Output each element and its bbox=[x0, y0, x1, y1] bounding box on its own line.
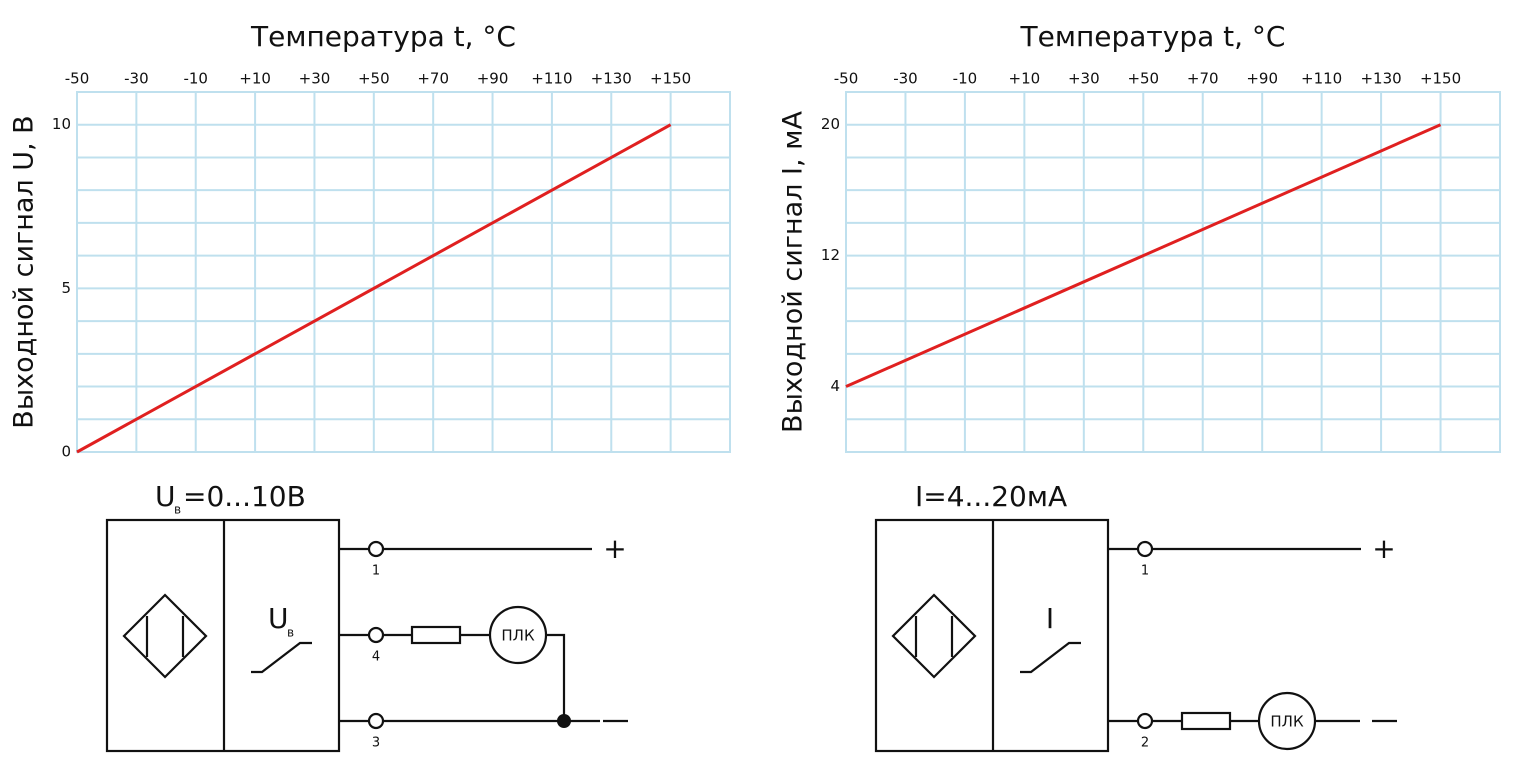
x-tick-label: +50 bbox=[1127, 70, 1159, 88]
wiring-diagram-voltage: U в =0...10В U в ПЛК 1 4 3 + bbox=[105, 480, 628, 753]
terminal bbox=[1136, 712, 1154, 730]
terminal-number: 2 bbox=[1141, 736, 1149, 751]
plc-label: ПЛК bbox=[1270, 713, 1304, 731]
x-tick-label: -50 bbox=[834, 70, 859, 88]
x-tick-label: -30 bbox=[124, 70, 149, 88]
plus-sign: + bbox=[603, 532, 626, 565]
y-tick-label: 12 bbox=[821, 246, 840, 264]
terminal-number: 1 bbox=[372, 564, 380, 579]
switch-label: I bbox=[1046, 602, 1054, 635]
y-tick-label: 4 bbox=[830, 377, 840, 395]
plus-sign: + bbox=[1372, 532, 1395, 565]
diagram-title: =0...10В bbox=[183, 480, 306, 513]
junction bbox=[557, 714, 571, 728]
y-tick-label: 5 bbox=[61, 279, 71, 297]
x-tick-label: -10 bbox=[953, 70, 978, 88]
diagram-title: U bbox=[155, 480, 176, 513]
resistor bbox=[410, 625, 462, 645]
x-tick-label: +110 bbox=[1301, 70, 1342, 88]
chart-title: Температура t, °C bbox=[1020, 20, 1286, 53]
y-tick-label: 20 bbox=[821, 115, 840, 133]
wire bbox=[546, 633, 566, 721]
x-tick-label: +90 bbox=[1246, 70, 1278, 88]
diagram-title-sub: в bbox=[174, 503, 181, 517]
plot-frame bbox=[845, 91, 1501, 453]
x-tick-label: +130 bbox=[591, 70, 632, 88]
y-axis-label: Выходной сигнал U, В bbox=[9, 115, 40, 428]
x-tick-label: +30 bbox=[1068, 70, 1100, 88]
switch bbox=[1020, 641, 1081, 674]
x-tick-label: +70 bbox=[417, 70, 449, 88]
x-tick-label: +10 bbox=[239, 70, 271, 88]
resistor bbox=[1180, 711, 1232, 731]
terminal-number: 4 bbox=[372, 650, 380, 665]
y-axis-label: Выходной сигнал I, мА bbox=[778, 111, 809, 433]
terminal bbox=[1136, 540, 1154, 558]
terminal-number: 1 bbox=[1141, 564, 1149, 579]
switch bbox=[251, 641, 312, 674]
x-tick-label: +30 bbox=[299, 70, 331, 88]
terminal-number: 3 bbox=[372, 736, 380, 751]
x-tick-label: -50 bbox=[65, 70, 90, 88]
wiring-diagram-current: I=4...20мА I ПЛК 1 2 + bbox=[874, 480, 1397, 753]
plot-frame bbox=[76, 91, 731, 453]
x-tick-label: +70 bbox=[1187, 70, 1219, 88]
sensor-symbol bbox=[122, 593, 208, 679]
x-tick-label: +50 bbox=[358, 70, 390, 88]
line bbox=[76, 123, 672, 454]
terminal bbox=[367, 712, 385, 730]
x-tick-label: +130 bbox=[1360, 70, 1401, 88]
switch-label: U bbox=[268, 602, 289, 635]
diagram-title: I=4...20мА bbox=[915, 480, 1067, 513]
plc-label: ПЛК bbox=[501, 627, 535, 645]
x-tick-label: +110 bbox=[531, 70, 572, 88]
terminal bbox=[367, 540, 385, 558]
sensor-symbol bbox=[891, 593, 977, 679]
x-tick-label: +10 bbox=[1009, 70, 1041, 88]
x-tick-label: -30 bbox=[893, 70, 918, 88]
switch-label-sub: в bbox=[287, 626, 294, 640]
x-tick-label: +90 bbox=[477, 70, 509, 88]
line bbox=[845, 123, 1442, 388]
x-tick-label: +150 bbox=[1420, 70, 1461, 88]
terminal bbox=[367, 626, 385, 644]
x-tick-label: -10 bbox=[183, 70, 208, 88]
y-tick-label: 10 bbox=[52, 115, 71, 133]
x-tick-label: +150 bbox=[650, 70, 691, 88]
y-tick-label: 0 bbox=[61, 443, 71, 461]
chart-title: Температура t, °C bbox=[250, 20, 516, 53]
